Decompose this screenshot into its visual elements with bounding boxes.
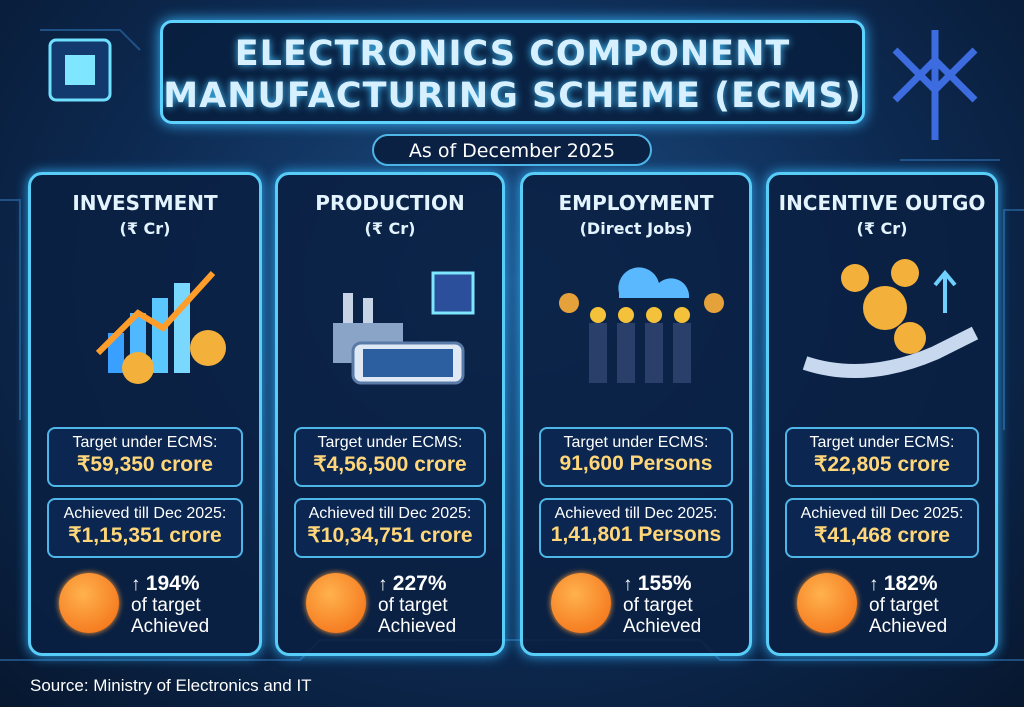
stat-card: EMPLOYMENT (Direct Jobs) Target under ECMS… — [520, 172, 752, 656]
target-value: ₹22,805 crore — [814, 453, 950, 476]
percent-note: Achieved — [131, 616, 210, 637]
orange-circle — [797, 573, 857, 633]
percent-row: ↑ 227% — [378, 573, 456, 595]
percent: 227% — [392, 572, 447, 595]
achieved-label: Achieved till Dec 2025: — [554, 505, 718, 522]
percent: 182% — [883, 572, 938, 595]
stat-card: INCENTIVE OUTGO (₹ Cr) Target under ECMS: ₹… — [766, 172, 998, 656]
card-title: EMPLOYMENT — [558, 191, 714, 215]
target-box: Target under ECMS: ₹22,805 crore — [785, 427, 979, 487]
percent-row: ↑ 155% — [623, 573, 701, 595]
orange-circle — [306, 573, 366, 633]
illustration — [333, 271, 475, 385]
card-title: PRODUCTION — [315, 191, 465, 215]
target-value: 91,600 Persons — [559, 452, 713, 475]
card-title: INCENTIVE OUTGO — [778, 191, 986, 215]
illustration — [95, 270, 226, 384]
illustration — [802, 259, 979, 378]
target-label: Target under ECMS: — [317, 434, 463, 451]
card-unit: (₹ Cr) — [364, 219, 416, 238]
percent: 194% — [145, 572, 200, 595]
percent-note: Achieved — [869, 616, 948, 637]
card-title: INVESTMENT — [72, 191, 218, 215]
card-unit: (₹ Cr) — [856, 219, 908, 238]
percent-block: ↑ 182% of target Achieved — [869, 573, 947, 637]
achieved-box: Achieved till Dec 2025: ₹41,468 crore — [785, 498, 979, 558]
percent-block: ↑ 227% of target Achieved — [378, 573, 456, 637]
title-line: ELECTRONICS COMPONENT — [234, 34, 791, 74]
achieved-value: ₹41,468 crore — [814, 524, 950, 547]
percent-note: Achieved — [623, 616, 702, 637]
target-box: Target under ECMS: ₹59,350 crore — [47, 427, 243, 487]
achieved-value: 1,41,801 Persons — [550, 523, 722, 546]
stat-card: PRODUCTION (₹ Cr) Target under ECMS: ₹4,56,… — [275, 172, 505, 656]
target-label: Target under ECMS: — [72, 434, 218, 451]
source: Source: Ministry of Electronics and IT — [30, 676, 312, 695]
title-box: ELECTRONICS COMPONENT MANUFACTURING SCHE… — [160, 20, 865, 124]
percent-note: of target — [869, 595, 939, 616]
percent-block: ↑ 155% of target Achieved — [623, 573, 701, 637]
achieved-label: Achieved till Dec 2025: — [308, 505, 472, 522]
subtitle: As of December 2025 — [372, 134, 652, 166]
achieved-value: ₹10,34,751 crore — [307, 524, 473, 547]
target-value: ₹4,56,500 crore — [313, 453, 467, 476]
card-unit: (₹ Cr) — [119, 219, 171, 238]
percent-note: Achieved — [378, 616, 457, 637]
target-label: Target under ECMS: — [809, 434, 955, 451]
percent-row: ↑ 182% — [869, 573, 947, 595]
target-box: Target under ECMS: 91,600 Persons — [539, 427, 733, 487]
achieved-box: Achieved till Dec 2025: ₹1,15,351 crore — [47, 498, 243, 558]
stat-card: INVESTMENT (₹ Cr) Target under ECMS: ₹59,35… — [28, 172, 262, 656]
orange-circle — [551, 573, 611, 633]
percent-block: ↑ 194% of target Achieved — [131, 573, 209, 637]
achieved-label: Achieved till Dec 2025: — [63, 505, 227, 522]
achieved-box: Achieved till Dec 2025: ₹10,34,751 crore — [294, 498, 486, 558]
achieved-value: ₹1,15,351 crore — [68, 524, 222, 547]
illustration — [559, 267, 724, 383]
achieved-box: Achieved till Dec 2025: 1,41,801 Persons — [539, 498, 733, 558]
target-box: Target under ECMS: ₹4,56,500 crore — [294, 427, 486, 487]
up-arrow: ↑ — [623, 574, 638, 595]
up-arrow: ↑ — [869, 574, 884, 595]
logo-icon — [892, 30, 978, 140]
percent-note: of target — [378, 595, 448, 616]
orange-circle — [59, 573, 119, 633]
achieved-label: Achieved till Dec 2025: — [800, 505, 964, 522]
card-unit: (Direct Jobs) — [579, 219, 693, 238]
title-line: MANUFACTURING SCHEME (ECMS) — [163, 76, 862, 116]
percent-row: ↑ 194% — [131, 573, 209, 595]
percent-note: of target — [623, 595, 693, 616]
percent: 155% — [637, 572, 692, 595]
percent-note: of target — [131, 595, 201, 616]
up-arrow: ↑ — [131, 574, 146, 595]
up-arrow: ↑ — [378, 574, 393, 595]
target-label: Target under ECMS: — [563, 434, 709, 451]
target-value: ₹59,350 crore — [77, 453, 213, 476]
